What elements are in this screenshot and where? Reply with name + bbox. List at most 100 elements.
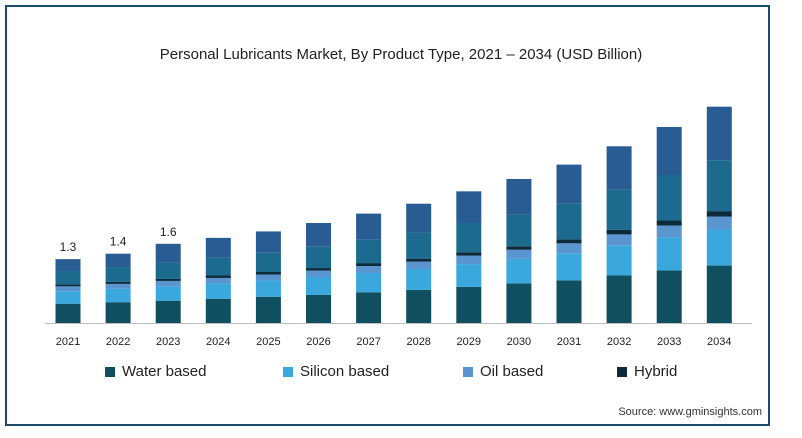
bar-segment-2025-3 bbox=[255, 274, 281, 281]
bar-segment-2031-5 bbox=[556, 203, 582, 240]
bar-segment-2030-2 bbox=[506, 258, 532, 284]
bar-segment-2032-4 bbox=[606, 229, 632, 235]
legend: Water based Silicon based Oil based Hybrid bbox=[0, 363, 802, 383]
bar-segment-2027-6 bbox=[356, 213, 382, 240]
bar-segment-2024-3 bbox=[205, 277, 231, 284]
bar-segment-2029-5 bbox=[456, 223, 482, 253]
bar-segment-2021-4 bbox=[55, 284, 81, 287]
bar-segment-2022-4 bbox=[105, 281, 131, 284]
bar-segment-2032-5 bbox=[606, 189, 632, 230]
bar-segment-2026-1 bbox=[306, 294, 331, 323]
bar-segment-2033-4 bbox=[656, 220, 682, 226]
bar-segment-2022-5 bbox=[105, 267, 131, 282]
bar-segment-2027-2 bbox=[356, 273, 382, 293]
x-tick-label: 2024 bbox=[206, 336, 230, 348]
x-tick-label: 2029 bbox=[457, 336, 481, 348]
bar-segment-2026-2 bbox=[306, 276, 331, 295]
bar-segment-2026-3 bbox=[306, 270, 331, 277]
legend-item: Water based bbox=[105, 363, 207, 380]
bar-segment-2033-3 bbox=[656, 225, 682, 238]
bar-segment-2021-3 bbox=[55, 286, 81, 292]
bar-segment-2025-1 bbox=[255, 296, 281, 323]
bar-segment-2029-2 bbox=[456, 264, 482, 287]
bar-segment-2032-1 bbox=[606, 275, 632, 323]
bar-segment-2030-5 bbox=[506, 214, 532, 247]
x-tick-label: 2028 bbox=[406, 336, 430, 348]
legend-label: Silicon based bbox=[300, 363, 390, 380]
bar-segment-2030-3 bbox=[506, 249, 532, 259]
bar-segment-2026-6 bbox=[306, 223, 331, 247]
bar-segment-2029-4 bbox=[456, 252, 482, 256]
legend-swatch bbox=[105, 366, 115, 377]
legend-item: Oil based bbox=[463, 363, 543, 380]
bar-segment-2022-1 bbox=[105, 302, 131, 323]
bar-segment-2024-5 bbox=[205, 257, 231, 276]
bar-segment-2023-1 bbox=[155, 300, 181, 323]
bar-segment-2031-1 bbox=[556, 280, 582, 323]
x-tick-label: 2021 bbox=[56, 336, 80, 348]
bar-segment-2031-6 bbox=[556, 164, 582, 204]
bar-segment-2027-1 bbox=[356, 292, 382, 323]
bar-segment-2026-4 bbox=[306, 268, 331, 271]
bar-segment-2028-3 bbox=[406, 261, 432, 270]
bar-segment-2028-5 bbox=[406, 232, 432, 259]
bar-segment-2034-1 bbox=[706, 265, 732, 323]
bar-segment-2021-6 bbox=[55, 259, 81, 272]
bar-segment-2031-2 bbox=[556, 253, 582, 281]
x-tick-label: 2033 bbox=[657, 336, 681, 348]
bar-segment-2023-4 bbox=[155, 278, 181, 281]
bar-segment-2029-6 bbox=[456, 191, 482, 224]
bar-segment-2030-6 bbox=[506, 178, 532, 215]
bar-segment-2025-2 bbox=[255, 280, 281, 297]
bar-segment-2032-6 bbox=[606, 146, 632, 190]
bar-segment-2031-3 bbox=[556, 243, 582, 254]
data-label: 1.3 bbox=[60, 240, 77, 254]
x-tick-label: 2027 bbox=[356, 336, 380, 348]
bar-segment-2028-2 bbox=[406, 269, 432, 290]
bar-segment-2024-4 bbox=[205, 275, 231, 278]
bar-segment-2034-3 bbox=[706, 216, 732, 230]
bar-segment-2030-1 bbox=[506, 283, 532, 323]
bar-segment-2024-2 bbox=[205, 283, 231, 299]
bar-segment-2032-3 bbox=[606, 234, 632, 246]
x-tick-label: 2031 bbox=[557, 336, 581, 348]
bar-segment-2028-1 bbox=[406, 289, 432, 323]
bar-segment-2034-6 bbox=[706, 106, 732, 161]
bar-segment-2034-2 bbox=[706, 229, 732, 266]
legend-swatch bbox=[283, 366, 293, 377]
bar-segment-2034-4 bbox=[706, 211, 732, 217]
bar-segment-2022-3 bbox=[105, 283, 131, 289]
bar-segment-2023-3 bbox=[155, 280, 181, 287]
bar-segment-2021-5 bbox=[55, 271, 81, 285]
bar-segment-2022-2 bbox=[105, 288, 131, 303]
bar-segment-2033-2 bbox=[656, 237, 682, 271]
bar-segment-2029-3 bbox=[456, 255, 482, 265]
bar-segment-2022-6 bbox=[105, 253, 131, 268]
x-tick-label: 2023 bbox=[156, 336, 180, 348]
bar-segment-2027-3 bbox=[356, 266, 382, 274]
x-tick-label: 2025 bbox=[256, 336, 280, 348]
bar-segment-2025-6 bbox=[255, 231, 281, 253]
bar-segment-2023-5 bbox=[155, 262, 181, 279]
legend-label: Water based bbox=[122, 363, 207, 380]
source-note: Source: www.gminsights.com bbox=[618, 406, 762, 418]
x-tick-label: 2034 bbox=[707, 336, 731, 348]
bar-segment-2030-4 bbox=[506, 246, 532, 250]
bar-segment-2021-1 bbox=[55, 303, 81, 323]
bar-segment-2031-4 bbox=[556, 239, 582, 244]
bar-segment-2027-5 bbox=[356, 239, 382, 264]
bar-segment-2021-2 bbox=[55, 291, 81, 304]
bar-segment-2025-5 bbox=[255, 252, 281, 273]
bar-segment-2023-2 bbox=[155, 286, 181, 301]
bar-segment-2028-4 bbox=[406, 258, 432, 262]
x-tick-label: 2022 bbox=[106, 336, 130, 348]
x-tick-label: 2026 bbox=[306, 336, 330, 348]
bar-segment-2028-6 bbox=[406, 203, 432, 233]
bar-segment-2034-5 bbox=[706, 160, 732, 212]
bar-segment-2026-5 bbox=[306, 246, 331, 269]
bar-segment-2033-1 bbox=[656, 270, 682, 323]
bar-segment-2025-4 bbox=[255, 272, 281, 275]
bar-segment-2024-6 bbox=[205, 237, 231, 258]
legend-label: Oil based bbox=[480, 363, 544, 380]
